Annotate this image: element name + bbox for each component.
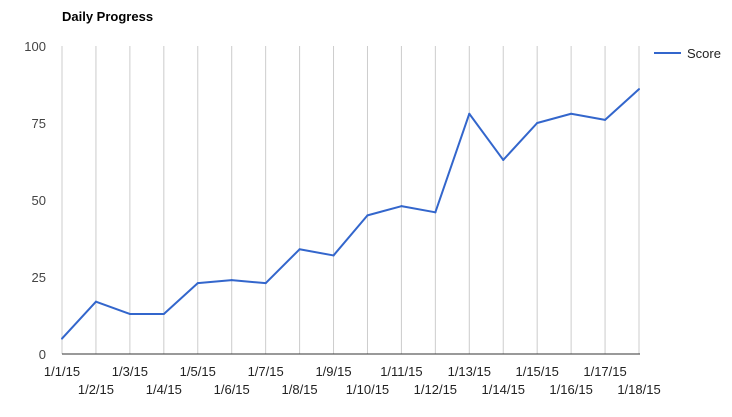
x-axis-ticks: 1/1/15 1/2/15 1/3/15 1/4/15 1/5/15 1/6/15 1/7/… bbox=[44, 364, 661, 397]
x-tick-label: 1/15/15 bbox=[515, 364, 558, 379]
x-tick-label: 1/5/15 bbox=[180, 364, 216, 379]
x-tick-label: 1/11/15 bbox=[380, 364, 422, 379]
x-tick-label: 1/9/15 bbox=[315, 364, 351, 379]
x-tick-label: 1/10/15 bbox=[346, 382, 389, 397]
data-point bbox=[366, 214, 369, 217]
x-tick-label: 1/7/15 bbox=[248, 364, 284, 379]
x-tick-label: 1/16/15 bbox=[549, 382, 592, 397]
data-point bbox=[94, 300, 97, 303]
data-point bbox=[128, 312, 131, 315]
y-tick-label: 25 bbox=[32, 270, 46, 285]
x-tick-label: 1/3/15 bbox=[112, 364, 148, 379]
data-point bbox=[230, 279, 233, 282]
data-point bbox=[604, 118, 607, 121]
y-axis-ticks: 0 25 50 75 100 bbox=[24, 39, 46, 362]
legend-label-score: Score bbox=[687, 46, 721, 61]
x-tick-label: 1/4/15 bbox=[146, 382, 182, 397]
data-point bbox=[400, 205, 403, 208]
x-tick-label: 1/18/15 bbox=[617, 382, 660, 397]
data-point bbox=[536, 122, 539, 124]
data-point bbox=[570, 112, 573, 115]
data-point bbox=[502, 158, 505, 161]
series-lines bbox=[61, 88, 640, 340]
y-tick-label: 100 bbox=[24, 39, 46, 54]
x-tick-label: 1/6/15 bbox=[214, 382, 250, 397]
x-tick-label: 1/12/15 bbox=[414, 382, 457, 397]
data-point bbox=[61, 337, 63, 340]
y-tick-label: 75 bbox=[32, 116, 46, 131]
series-line-score bbox=[61, 88, 640, 340]
chart-title: Daily Progress bbox=[62, 9, 153, 24]
x-tick-label: 1/13/15 bbox=[448, 364, 491, 379]
data-point bbox=[434, 211, 437, 214]
x-tick-label: 1/1/15 bbox=[44, 364, 80, 379]
x-tick-label: 1/14/15 bbox=[482, 382, 525, 397]
x-tick-label: 1/2/15 bbox=[78, 382, 114, 397]
gridlines bbox=[61, 46, 640, 354]
x-tick-label: 1/17/15 bbox=[583, 364, 626, 379]
data-point bbox=[196, 282, 199, 285]
data-point bbox=[638, 88, 640, 91]
data-point bbox=[162, 312, 165, 315]
data-point bbox=[332, 254, 335, 257]
y-tick-label: 0 bbox=[39, 347, 46, 362]
x-tick-label: 1/8/15 bbox=[282, 382, 318, 397]
legend[interactable]: Score bbox=[654, 46, 721, 61]
data-point bbox=[468, 112, 471, 115]
data-point bbox=[264, 282, 267, 285]
y-tick-label: 50 bbox=[32, 193, 46, 208]
data-point bbox=[298, 248, 301, 251]
